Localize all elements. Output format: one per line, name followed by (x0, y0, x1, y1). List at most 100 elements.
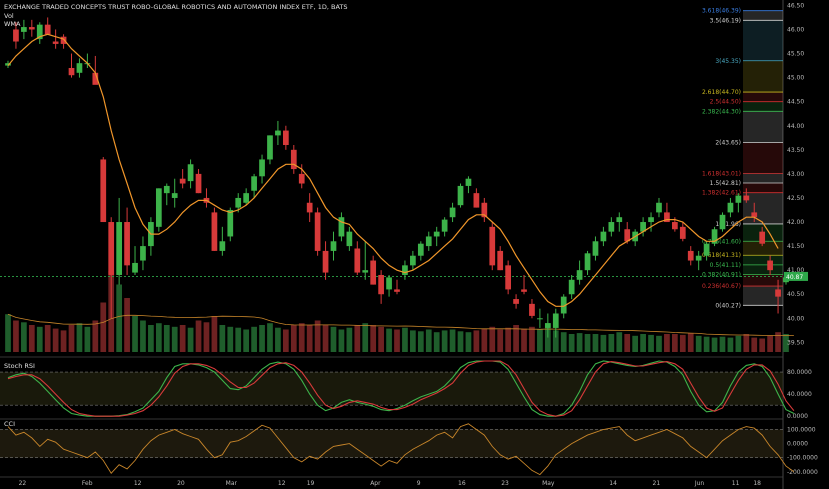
candle-body (656, 202, 662, 213)
fib-level-label: 0.786(41.60) (702, 238, 741, 245)
fib-zone (743, 183, 783, 193)
candle-body (711, 229, 718, 244)
candle-body (21, 27, 27, 32)
candle-body (338, 217, 345, 237)
volume-bar (338, 329, 345, 352)
fib-zone (743, 142, 783, 174)
fib-level-label: 3(45.35) (715, 58, 741, 65)
volume-bar (163, 325, 170, 352)
candle-body (767, 260, 773, 271)
volume-bar (632, 335, 639, 352)
fib-level-label: 3.618(46.39) (702, 8, 741, 15)
volume-bar (306, 325, 313, 352)
fib-zone (743, 10, 783, 21)
candle-body (275, 130, 281, 136)
time-tick-label: 12 (134, 480, 142, 487)
candle-body (394, 289, 400, 292)
candle-body (76, 63, 83, 73)
candle-body (703, 243, 710, 256)
price-tick-label: 43.00 (787, 171, 804, 178)
candle-body (513, 299, 519, 304)
volume-bar (457, 331, 464, 352)
volume-bar (743, 334, 750, 352)
time-axis: 22 Feb 12 20 Mar 12 19 Apr 9 16 23 May 14 21 Jun 11 18 (19, 480, 762, 487)
price-tick-label: 40.50 (787, 291, 804, 298)
candle-body (378, 274, 384, 295)
candle-body (727, 202, 734, 213)
price-tick-label: 46.50 (787, 2, 804, 9)
candle-body (100, 159, 107, 223)
candle-body (251, 176, 257, 191)
time-tick-label: 22 (19, 480, 27, 487)
price-tick-label: 44.00 (787, 123, 804, 130)
candle-body (687, 250, 694, 261)
volume-bar (568, 334, 575, 352)
fib-level-label: 2.5(44.50) (710, 99, 741, 106)
candle-body (671, 222, 678, 230)
volume-bar (513, 325, 519, 352)
time-tick-label: Feb (82, 480, 93, 487)
price-tick-label: 42.00 (787, 219, 804, 226)
price-tick-label: 41.00 (787, 267, 804, 274)
stoch-rsi-pane-label: Stoch RSI (4, 362, 35, 370)
candle-body (60, 36, 67, 44)
volume-bar (60, 330, 67, 352)
candle-body (425, 236, 432, 247)
volume-bar (195, 320, 202, 352)
volume-bar (679, 334, 686, 352)
candle-body (759, 231, 766, 244)
candle-body (648, 217, 654, 223)
candle-body (314, 212, 321, 251)
volume-bar (354, 325, 361, 352)
volume-bar (203, 322, 210, 352)
candle-body (259, 159, 265, 177)
fib-level-label: 0.236(40.67) (702, 283, 741, 290)
fib-level-label: 2.382(44.30) (702, 108, 741, 115)
volume-bar (28, 325, 35, 352)
volume-bar (711, 337, 718, 352)
volume-bar (36, 326, 43, 352)
candle-body (290, 149, 297, 170)
volume-group (5, 271, 794, 352)
candle-body (505, 265, 512, 290)
volume-bar (346, 327, 353, 352)
volume-bar (584, 334, 591, 352)
volume-bar (290, 325, 297, 352)
time-tick-label: 21 (653, 480, 661, 487)
candle-body (28, 27, 35, 30)
candle-body (775, 289, 781, 297)
candle-body (695, 255, 702, 261)
volume-bar (13, 320, 19, 352)
time-tick-label: 20 (177, 480, 185, 487)
price-tick-label: 40.00 (787, 315, 804, 322)
candle-body (719, 214, 726, 230)
volume-bar (433, 332, 440, 352)
volume-bar (497, 329, 504, 352)
volume-bar (155, 323, 162, 352)
volume-bar (362, 323, 369, 352)
volume-bar (100, 302, 107, 352)
fib-zone (743, 241, 783, 256)
volume-bar (116, 284, 123, 352)
price-tick-label: 43.50 (787, 147, 804, 154)
candles-group (5, 17, 789, 338)
candle-body (616, 217, 623, 223)
candle-body (370, 260, 377, 285)
volume-bar (735, 335, 742, 352)
volume-bar (267, 323, 273, 352)
fib-zone (743, 101, 783, 112)
wma-line (7, 33, 779, 307)
candle-body (267, 135, 273, 160)
volume-bar (402, 327, 408, 352)
candle-body (219, 241, 226, 251)
cci-band (0, 429, 783, 458)
fib-level-label: 0.5(41.11) (710, 262, 741, 269)
candle-body (155, 188, 162, 227)
candle-body (124, 222, 130, 266)
volume-bar (140, 320, 146, 352)
candle-body (410, 255, 416, 266)
candle-body (560, 296, 567, 314)
fib-zone (743, 255, 783, 265)
time-tick-label: Apr (370, 480, 381, 487)
candle-body (5, 63, 11, 66)
